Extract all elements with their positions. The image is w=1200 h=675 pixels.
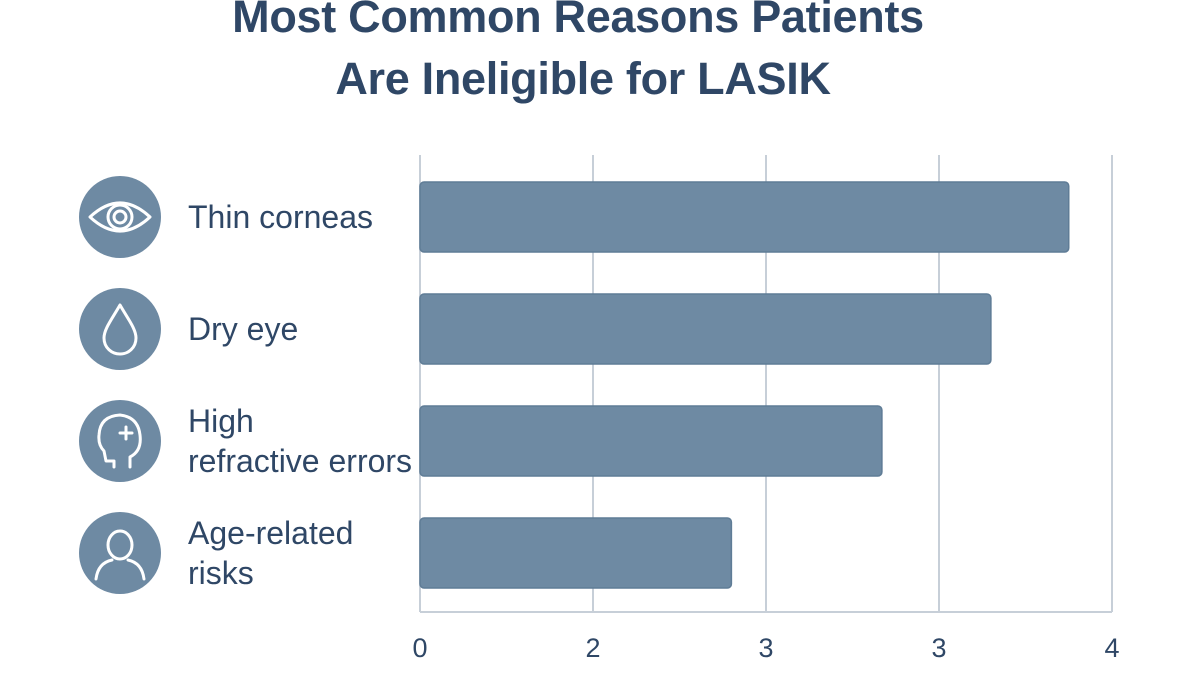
chart-title-line-2: Are Ineligible for LASIK <box>335 53 831 104</box>
bar-1 <box>419 293 992 365</box>
category-labels: Thin corneas Dry eye High refractive errors… <box>188 199 412 591</box>
x-tick-label-2: 3 <box>758 633 773 663</box>
eye-icon <box>79 176 161 258</box>
chart-title: Most Common Reasons Patients Are Ineligi… <box>0 0 1156 110</box>
bar-3 <box>419 517 733 589</box>
x-tick-label-3: 3 <box>931 633 946 663</box>
x-axis-ticks: 0 2 3 3 4 <box>412 633 1119 663</box>
bars <box>419 181 1070 589</box>
droplet-icon <box>79 288 161 370</box>
bar-2 <box>419 405 883 477</box>
x-tick-label-1: 2 <box>585 633 600 663</box>
category-label-1-line-0: Dry eye <box>188 311 298 347</box>
category-label-0-line-0: Thin corneas <box>188 199 373 235</box>
category-label-2-line-0: High <box>188 403 254 439</box>
x-tick-label-4: 4 <box>1104 633 1119 663</box>
category-label-2-line-1: refractive errors <box>188 443 412 479</box>
bar-0 <box>419 181 1070 253</box>
x-tick-label-0: 0 <box>412 633 427 663</box>
category-label-3-line-0: Age-related <box>188 515 353 551</box>
chart-title-line-1: Most Common Reasons Patients <box>232 0 924 42</box>
person-icon <box>79 512 161 594</box>
category-label-3-line-1: risks <box>188 555 254 591</box>
category-icons <box>79 176 161 594</box>
head-plus-icon <box>79 400 161 482</box>
